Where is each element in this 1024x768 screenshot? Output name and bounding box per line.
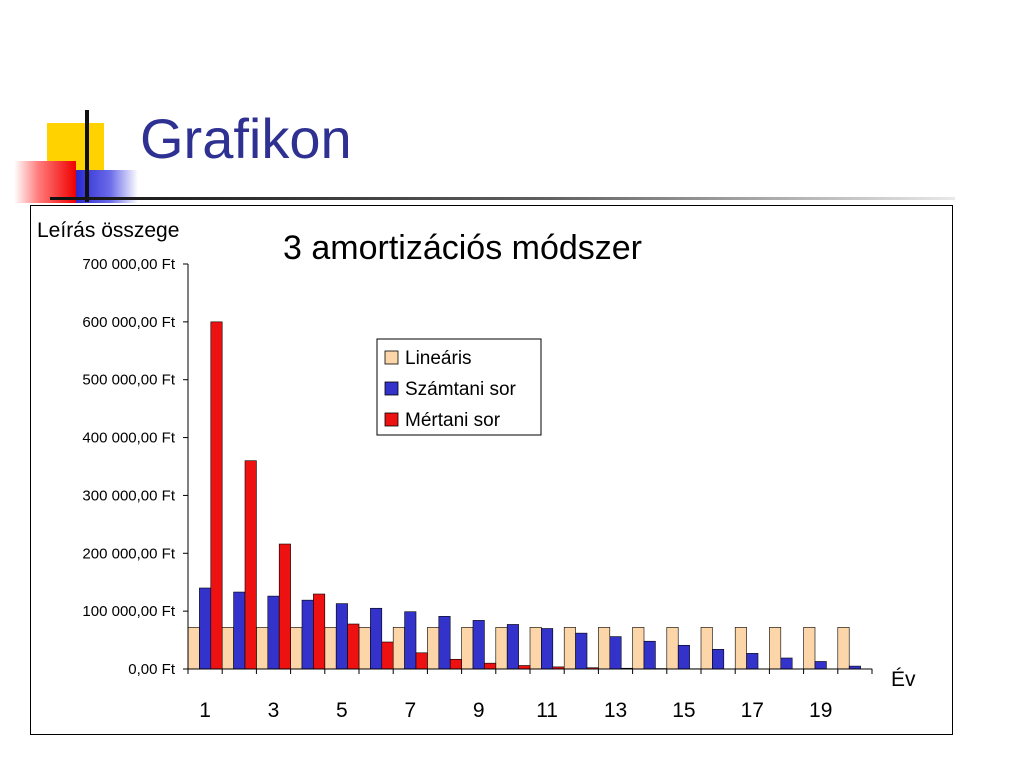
- bars-group: [187, 321, 873, 670]
- y-tick-label: 200 000,00 Ft: [82, 545, 175, 562]
- bar-számtani-sor-16: [712, 649, 725, 670]
- legend-swatch: [384, 381, 399, 396]
- bar-lineáris-10: [495, 627, 508, 670]
- bar-lineáris-1: [187, 627, 200, 670]
- bar-számtani-sor-9: [472, 620, 485, 670]
- x-tick-label: 17: [741, 699, 764, 722]
- x-tick-label: 11: [536, 699, 558, 722]
- x-tick-label: 19: [809, 699, 832, 722]
- legend-label: Mértani sor: [405, 410, 501, 431]
- bar-lineáris-16: [700, 627, 713, 670]
- x-tick-label: 1: [199, 699, 211, 722]
- bar-lineáris-2: [221, 627, 234, 670]
- legend-label: Számtani sor: [405, 379, 517, 400]
- y-tick-label: 600 000,00 Ft: [82, 314, 175, 331]
- axes-group: 0,00 Ft 100 000,00 Ft 200 000,00 Ft 300 000…: [82, 256, 873, 722]
- bar-lineáris-5: [324, 627, 337, 670]
- bar-számtani-sor-18: [780, 657, 793, 670]
- y-tick-label: 500 000,00 Ft: [82, 372, 175, 389]
- chart-frame: Leírás összege 3 amortizációs módszer 0,…: [30, 205, 953, 735]
- bar-számtani-sor-14: [643, 640, 656, 670]
- bar-mértani-sor-8: [449, 658, 462, 670]
- bar-lineáris-4: [290, 627, 303, 670]
- x-tick-label: 13: [604, 699, 627, 722]
- bar-lineáris-14: [632, 627, 645, 670]
- bar-számtani-sor-4: [301, 599, 314, 670]
- bar-lineáris-11: [529, 627, 542, 670]
- bar-mértani-sor-6: [381, 641, 394, 670]
- x-tick-label: 3: [268, 699, 280, 722]
- legend-swatch: [384, 412, 399, 427]
- bar-számtani-sor-12: [575, 632, 588, 670]
- bar-mértani-sor-4: [313, 593, 326, 670]
- bar-chart: Leírás összege 3 amortizációs módszer 0,…: [37, 219, 916, 722]
- bar-számtani-sor-7: [404, 611, 417, 670]
- slide-title: Grafikon: [140, 107, 352, 170]
- bar-lineáris-6: [358, 627, 371, 670]
- x-tick-label: 9: [473, 699, 485, 722]
- bar-lineáris-9: [461, 627, 474, 670]
- y-tick-label: 100 000,00 Ft: [82, 603, 175, 620]
- legend-box: [376, 338, 542, 436]
- bar-lineáris-7: [392, 627, 405, 670]
- bar-mértani-sor-10: [518, 665, 531, 670]
- legend: Lineáris Számtani sor Mértani sor: [376, 338, 542, 436]
- bar-számtani-sor-5: [335, 603, 348, 670]
- y-tick-label: 700 000,00 Ft: [82, 256, 175, 273]
- bar-számtani-sor-15: [677, 644, 690, 670]
- bar-számtani-sor-17: [746, 653, 759, 670]
- legend-swatch: [384, 350, 399, 365]
- bar-lineáris-8: [427, 627, 440, 670]
- legend-label: Lineáris: [405, 348, 472, 369]
- bar-lineáris-15: [666, 627, 679, 670]
- bar-lineáris-20: [837, 627, 850, 670]
- bar-lineáris-17: [734, 627, 747, 670]
- y-tick-label: 400 000,00 Ft: [82, 430, 175, 447]
- decor-vertical-line: [85, 110, 89, 202]
- bar-számtani-sor-19: [814, 661, 827, 670]
- y-tick-label: 0,00 Ft: [128, 661, 176, 678]
- bar-mértani-sor-7: [415, 652, 428, 670]
- chart-title: 3 amortizációs módszer: [283, 229, 642, 267]
- title-underline: [50, 197, 955, 200]
- bar-mértani-sor-5: [347, 623, 360, 670]
- bar-lineáris-19: [803, 627, 816, 670]
- bar-számtani-sor-10: [506, 624, 519, 670]
- bar-lineáris-12: [563, 627, 576, 670]
- x-tick-label: 15: [672, 699, 695, 722]
- x-tick-label: 5: [336, 699, 348, 722]
- bar-számtani-sor-8: [438, 616, 451, 670]
- decor-red-square: [14, 161, 76, 203]
- bar-lineáris-18: [769, 627, 782, 670]
- bar-számtani-sor-13: [609, 636, 622, 670]
- bar-lineáris-13: [598, 627, 611, 670]
- bar-számtani-sor-2: [233, 591, 246, 670]
- bar-számtani-sor-1: [199, 587, 212, 670]
- bar-mértani-sor-1: [210, 321, 223, 670]
- x-axis-title: Év: [891, 668, 916, 691]
- x-tick-label: 7: [404, 699, 416, 722]
- y-tick-label: 300 000,00 Ft: [82, 487, 175, 504]
- bar-mértani-sor-9: [484, 662, 497, 670]
- bar-mértani-sor-3: [278, 543, 291, 670]
- bar-számtani-sor-3: [267, 595, 280, 670]
- bar-számtani-sor-11: [541, 628, 554, 670]
- bar-mértani-sor-2: [244, 460, 257, 670]
- y-axis-title: Leírás összege: [37, 219, 179, 242]
- bar-számtani-sor-6: [370, 607, 383, 670]
- bar-lineáris-3: [256, 627, 269, 670]
